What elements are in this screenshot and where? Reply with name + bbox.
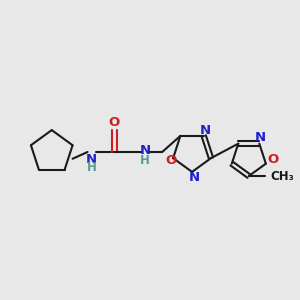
Text: O: O <box>109 116 120 129</box>
Text: O: O <box>166 154 177 166</box>
Text: CH₃: CH₃ <box>271 169 295 183</box>
Text: N: N <box>200 124 211 137</box>
Text: O: O <box>267 153 278 166</box>
Text: H: H <box>140 154 150 167</box>
Text: N: N <box>86 154 97 166</box>
Text: N: N <box>188 171 200 184</box>
Text: N: N <box>140 145 151 158</box>
Text: N: N <box>255 131 266 144</box>
Text: H: H <box>87 161 97 174</box>
